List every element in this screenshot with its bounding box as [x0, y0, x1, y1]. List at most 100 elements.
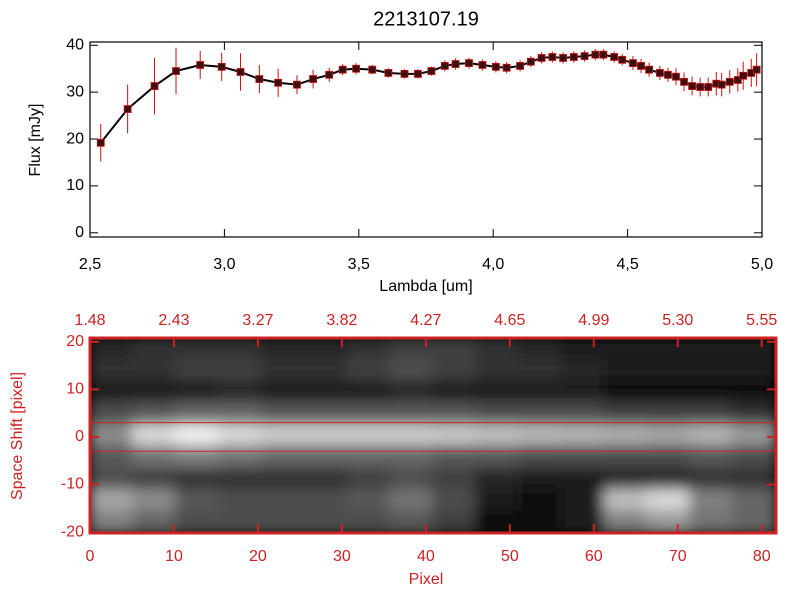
pixel-cell	[346, 488, 392, 513]
data-point	[414, 69, 422, 78]
pixel-cell	[346, 467, 392, 491]
x-tick-label: 4,5	[616, 256, 638, 273]
data-point	[629, 59, 637, 67]
pixel-cell	[389, 467, 434, 491]
pixel-cell	[646, 423, 692, 448]
pixel-cell	[474, 402, 520, 426]
pixel-cell	[432, 338, 477, 361]
pixel-cell	[517, 358, 563, 383]
pixel-cell	[560, 338, 606, 361]
pixel-cell	[303, 423, 349, 448]
pixel-cell	[732, 445, 776, 469]
x-tick-label: 3,0	[213, 256, 235, 273]
data-point	[274, 78, 283, 87]
pixel-cell	[732, 380, 776, 404]
pixel-cell	[474, 423, 520, 448]
pixel-cell	[732, 510, 776, 533]
pixel-cell	[90, 467, 134, 491]
pixel-cell	[732, 402, 776, 426]
pixel-cell	[560, 380, 606, 404]
data-point	[217, 62, 226, 71]
pixel-cell	[346, 445, 392, 469]
pixel-cell	[603, 358, 649, 383]
data-point	[725, 77, 734, 86]
pixel-cell	[646, 488, 692, 513]
pixel-cell	[646, 358, 692, 383]
pixel-cell	[131, 402, 177, 426]
x2-tick-label: 4.27	[410, 312, 441, 329]
pixel-cell	[389, 402, 434, 426]
y-tick-label: 40	[66, 37, 84, 54]
pixel-cell	[174, 488, 220, 513]
pixel-cell	[389, 488, 434, 513]
pixel-cell	[432, 402, 477, 426]
data-point	[427, 67, 436, 75]
data-point	[516, 62, 524, 70]
x2-tick-label: 4.65	[494, 312, 525, 329]
x-axis-label: Pixel	[409, 571, 444, 588]
pixel-cell	[260, 488, 306, 513]
pixel-cell	[303, 338, 349, 361]
pixel-cell	[732, 358, 776, 383]
pixel-cell	[689, 423, 735, 448]
data-point	[704, 83, 713, 91]
x-tick-label: 20	[249, 548, 267, 565]
x-tick-label: 0	[86, 548, 95, 565]
pixel-cell	[90, 423, 134, 448]
pixel-cell	[131, 510, 177, 533]
data-point	[440, 62, 449, 70]
pixel-cell	[346, 358, 392, 383]
data-point	[150, 82, 159, 90]
data-point	[580, 52, 589, 60]
pixel-cell	[732, 423, 776, 448]
y-tick-label: 0	[75, 224, 84, 241]
x-tick-label: 40	[417, 548, 435, 565]
pixel-cell	[260, 467, 306, 491]
y-tick-label: 10	[66, 177, 84, 194]
y-axis-label: Space Shift [pixel]	[9, 372, 26, 500]
data-point	[465, 59, 473, 67]
y-tick-label: 0	[75, 428, 84, 445]
pixel-cell	[603, 488, 649, 513]
pixel-cell	[689, 467, 735, 491]
data-point	[400, 69, 409, 78]
data-point	[96, 138, 105, 147]
pixel-cell	[217, 467, 263, 491]
pixel-cell	[217, 445, 263, 469]
pixel-cell	[432, 467, 477, 491]
pixel-cell	[689, 510, 735, 533]
data-point	[123, 105, 132, 113]
data-point	[491, 62, 500, 71]
pixel-cell	[603, 467, 649, 491]
pixel-cell	[689, 338, 735, 361]
data-point	[293, 80, 301, 89]
x2-tick-label: 1.48	[74, 312, 105, 329]
x-tick-label: 10	[165, 548, 183, 565]
pixel-cell	[517, 467, 563, 491]
y-tick-label: 30	[66, 83, 84, 100]
pixel-cell	[560, 402, 606, 426]
pixel-cell	[174, 423, 220, 448]
data-point	[591, 50, 600, 59]
pixel-cell	[260, 402, 306, 426]
pixel-cell	[517, 510, 563, 533]
pixel-cell	[474, 380, 520, 404]
pixel-cell	[90, 488, 134, 513]
pixel-cell	[603, 402, 649, 426]
pixel-cell	[560, 358, 606, 383]
pixel-cell	[260, 338, 306, 361]
pixel-cell	[131, 358, 177, 383]
pixel-cell	[174, 445, 220, 469]
data-point	[610, 53, 619, 61]
data-point	[688, 82, 697, 90]
pixel-cell	[646, 402, 692, 426]
x-tick-label: 60	[585, 548, 603, 565]
pixel-cell	[432, 445, 477, 469]
pixel-cell	[603, 510, 649, 533]
pixel-cell	[131, 423, 177, 448]
chart-title: 2213107.19	[373, 8, 479, 30]
y-tick-label: -20	[61, 523, 84, 540]
pixel-cell	[217, 402, 263, 426]
y-tick-label: 10	[66, 381, 84, 398]
